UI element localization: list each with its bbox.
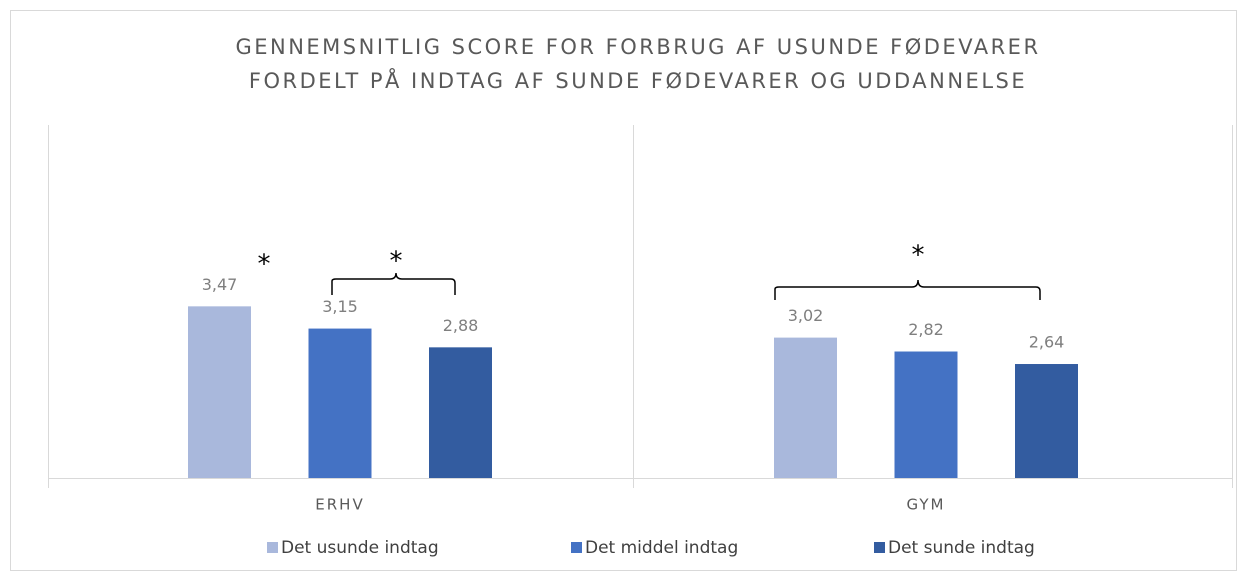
- legend-label: Det middel indtag: [585, 538, 738, 558]
- data-label: 2,82: [908, 320, 944, 339]
- significance-mark: *: [912, 241, 925, 271]
- data-label: 3,15: [322, 297, 358, 316]
- significance-mark: *: [258, 250, 271, 280]
- bar: [308, 328, 372, 478]
- significance-mark: *: [390, 247, 403, 277]
- legend-label: Det usunde indtag: [281, 538, 439, 558]
- data-label: 2,88: [443, 316, 479, 335]
- chart-title: FORDELT PÅ INDTAG AF SUNDE FØDEVARER OG …: [249, 67, 1027, 93]
- legend-swatch: [267, 542, 278, 553]
- bar: [774, 337, 837, 478]
- legend-swatch: [874, 542, 885, 553]
- x-tick-label: GYM: [907, 496, 946, 514]
- x-tick-label: ERHV: [315, 496, 364, 514]
- legend-swatch: [571, 542, 582, 553]
- data-label: 3,02: [788, 306, 824, 325]
- bar: [1015, 364, 1078, 478]
- bar: [894, 351, 958, 478]
- chart-border: [10, 10, 1237, 571]
- data-label: 2,64: [1029, 333, 1065, 352]
- bar: [429, 347, 492, 478]
- significance-bracket: [331, 272, 456, 295]
- significance-bracket: [774, 279, 1041, 300]
- chart-title: GENNEMSNITLIG SCORE FOR FORBRUG AF USUND…: [235, 35, 1040, 59]
- data-label: 3,47: [202, 275, 238, 294]
- legend-label: Det sunde indtag: [888, 538, 1035, 558]
- bar: [188, 306, 251, 478]
